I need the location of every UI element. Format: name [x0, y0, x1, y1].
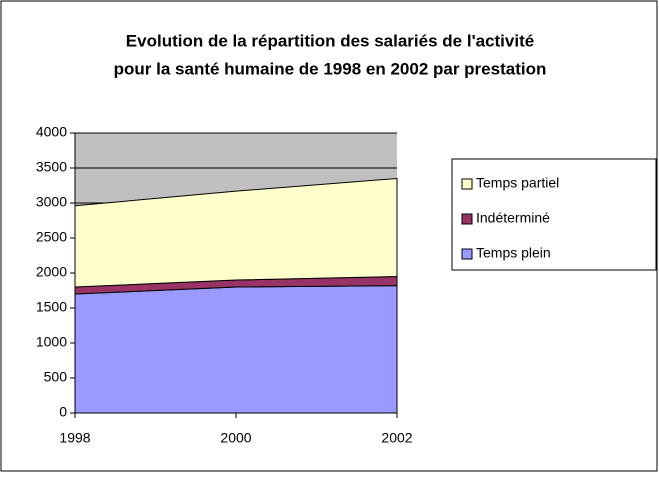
x-tick-label: 2000 [220, 430, 251, 446]
chart-title: pour la santé humaine de 1998 en 2002 pa… [114, 59, 547, 78]
y-tick-label: 4000 [36, 124, 67, 140]
x-tick-label: 1998 [59, 430, 90, 446]
area [74, 285, 398, 414]
legend-swatch [461, 178, 473, 190]
legend-swatch [461, 248, 473, 260]
legend-label: Temps partiel [476, 175, 559, 191]
y-tick-label: 2500 [36, 229, 67, 245]
y-tick-label: 3000 [36, 194, 67, 210]
y-tick-label: 0 [59, 404, 67, 420]
chart-title: Evolution de la répartition des salariés… [126, 31, 534, 50]
y-tick-label: 1500 [36, 299, 67, 315]
legend-label: Indéterminé [476, 210, 550, 226]
legend [451, 158, 657, 271]
x-tick-label: 2002 [381, 430, 412, 446]
legend-swatch [461, 213, 473, 225]
legend-label: Temps plein [476, 245, 551, 261]
y-tick-label: 1000 [36, 334, 67, 350]
y-tick-label: 2000 [36, 264, 67, 280]
y-tick-label: 500 [44, 369, 68, 385]
y-tick-label: 3500 [36, 159, 67, 175]
